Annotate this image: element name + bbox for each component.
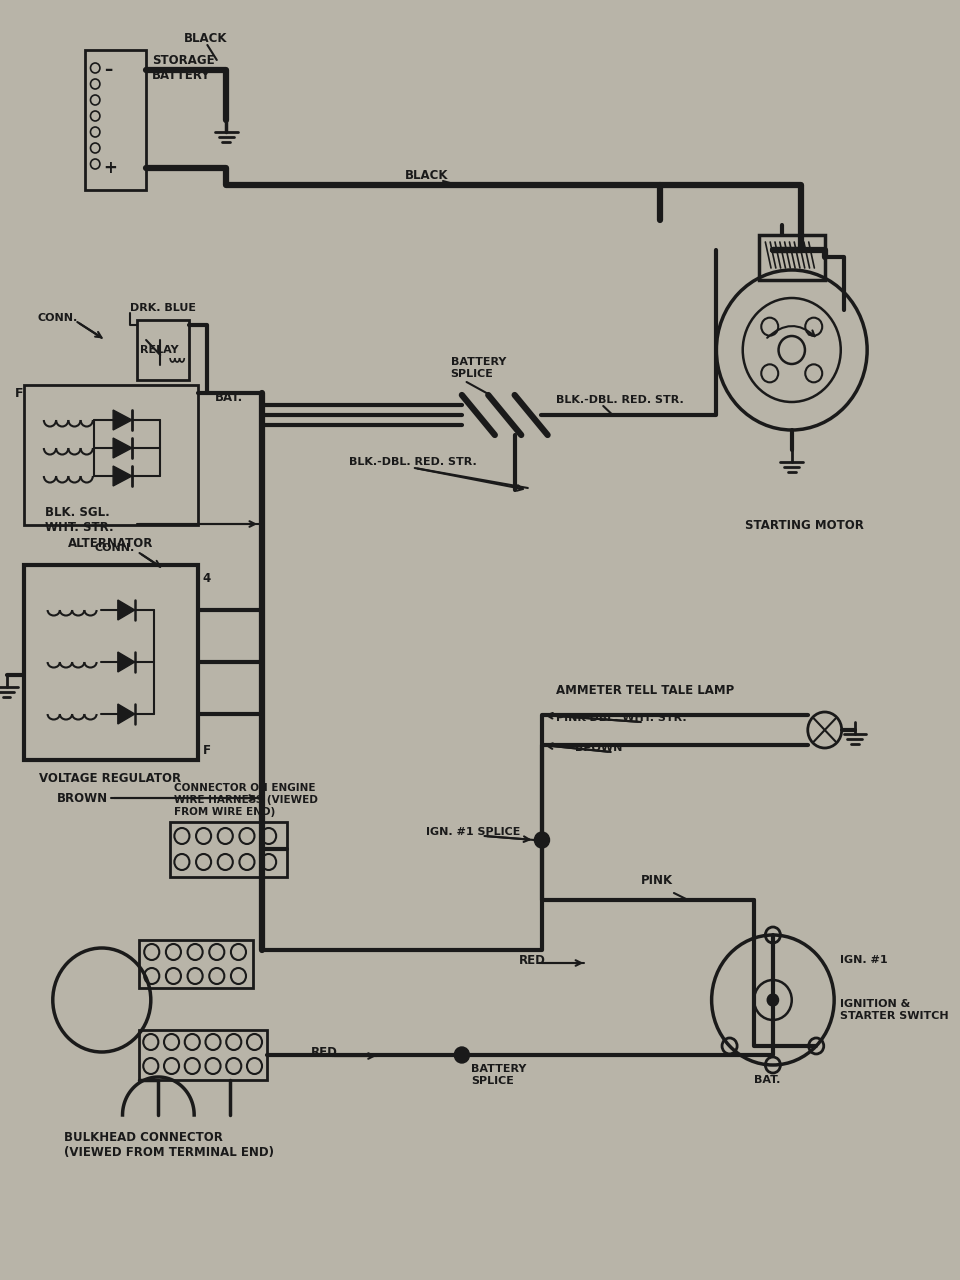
Bar bbox=[170, 822, 287, 877]
Text: CONN.: CONN. bbox=[94, 543, 134, 553]
Text: IGN. #1 SPLICE: IGN. #1 SPLICE bbox=[426, 827, 520, 837]
Text: ALTERNATOR: ALTERNATOR bbox=[67, 536, 153, 549]
Text: –: – bbox=[104, 61, 112, 79]
Text: STORAGE
BATTERY: STORAGE BATTERY bbox=[152, 54, 214, 82]
Bar bbox=[24, 385, 198, 525]
Bar bbox=[139, 1030, 267, 1080]
Bar bbox=[84, 50, 146, 189]
Circle shape bbox=[454, 1047, 469, 1062]
Text: BLACK: BLACK bbox=[405, 169, 448, 182]
Text: F: F bbox=[15, 387, 24, 399]
Text: AMMETER TELL TALE LAMP: AMMETER TELL TALE LAMP bbox=[556, 684, 734, 696]
Text: 4: 4 bbox=[203, 571, 211, 585]
Text: RED: RED bbox=[311, 1047, 338, 1060]
Text: DRK. BLUE: DRK. BLUE bbox=[130, 303, 196, 314]
Polygon shape bbox=[113, 438, 132, 458]
Text: BLACK: BLACK bbox=[183, 32, 228, 45]
Text: BLK.-DBL. RED. STR.: BLK.-DBL. RED. STR. bbox=[348, 457, 476, 467]
Text: STARTING MOTOR: STARTING MOTOR bbox=[745, 518, 863, 531]
Polygon shape bbox=[113, 466, 132, 486]
Bar bbox=[758, 236, 825, 280]
Bar bbox=[24, 564, 198, 760]
Text: IGN. #1: IGN. #1 bbox=[840, 955, 887, 965]
Circle shape bbox=[767, 995, 779, 1006]
Text: RELAY: RELAY bbox=[140, 346, 180, 355]
Text: BLK. SGL.
WHT. STR.: BLK. SGL. WHT. STR. bbox=[45, 506, 114, 534]
Text: CONNECTOR ON ENGINE
WIRE HARNESS (VIEWED
FROM WIRE END): CONNECTOR ON ENGINE WIRE HARNESS (VIEWED… bbox=[175, 783, 319, 817]
Text: PINK: PINK bbox=[641, 873, 673, 887]
Text: IGNITION &
STARTER SWITCH: IGNITION & STARTER SWITCH bbox=[840, 1000, 948, 1021]
Bar bbox=[136, 320, 188, 380]
Text: BROWN: BROWN bbox=[57, 791, 108, 805]
Text: CONN.: CONN. bbox=[37, 314, 78, 323]
Polygon shape bbox=[113, 410, 132, 430]
Text: F: F bbox=[203, 744, 210, 756]
Text: BLK.-DBL. RED. STR.: BLK.-DBL. RED. STR. bbox=[556, 396, 684, 404]
Text: BATTERY
SPLICE: BATTERY SPLICE bbox=[471, 1064, 527, 1085]
Text: BPOWN: BPOWN bbox=[575, 742, 622, 753]
Bar bbox=[139, 940, 252, 988]
Circle shape bbox=[535, 832, 549, 849]
Polygon shape bbox=[118, 652, 134, 672]
Text: RED: RED bbox=[518, 954, 545, 966]
Text: BULKHEAD CONNECTOR
(VIEWED FROM TERMINAL END): BULKHEAD CONNECTOR (VIEWED FROM TERMINAL… bbox=[64, 1132, 275, 1158]
Polygon shape bbox=[118, 704, 134, 724]
Text: BAT.: BAT. bbox=[754, 1075, 780, 1085]
Polygon shape bbox=[118, 600, 134, 620]
Text: PINK-DBL. WHT. STR.: PINK-DBL. WHT. STR. bbox=[556, 713, 686, 723]
Text: BAT.: BAT. bbox=[215, 390, 243, 403]
Text: +: + bbox=[104, 159, 117, 177]
Text: VOLTAGE REGULATOR: VOLTAGE REGULATOR bbox=[39, 772, 181, 785]
Text: BATTERY
SPLICE: BATTERY SPLICE bbox=[450, 357, 506, 379]
